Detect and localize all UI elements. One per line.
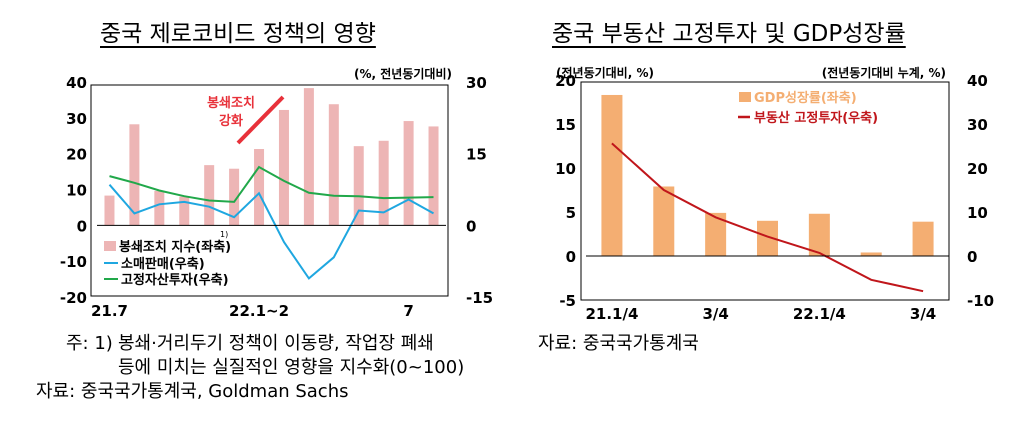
- right-bar-0-6: [912, 221, 934, 256]
- left-bar-0-2: [154, 190, 165, 226]
- left-bar-0-1: [129, 124, 140, 226]
- legend-lockdown-label: 봉쇄조치 지수(좌축): [119, 239, 231, 255]
- right-right-tick: 10: [967, 204, 988, 222]
- left-right-tick: 30: [466, 74, 487, 92]
- left-bar-0-0: [104, 195, 115, 226]
- right-right-unit-label: (전년동기대비 누계, %): [822, 65, 946, 80]
- left-left-tick: 40: [66, 74, 87, 92]
- right-source: 자료: 중국국가통계국: [538, 333, 699, 354]
- left-left-tick: 10: [66, 182, 87, 200]
- left-x-tick: 22.1~2: [229, 302, 289, 320]
- left-right-tick: 0: [466, 217, 476, 235]
- left-left-tick: 20: [66, 146, 87, 164]
- left-footnote-line2: 등에 미치는 실질적인 영향을 지수화(0~100): [118, 357, 465, 378]
- right-left-tick: 10: [555, 160, 576, 178]
- left-bar-0-13: [428, 126, 439, 226]
- right-bar-0-5: [860, 252, 882, 256]
- left-x-tick: 21.7: [91, 302, 128, 320]
- legend-fai-label: 고정자산투자(우축): [121, 272, 229, 288]
- right-left-tick: 5: [566, 204, 576, 222]
- right-right-tick: 0: [967, 248, 977, 266]
- left-bar-0-4: [204, 165, 215, 226]
- right-x-tick: 21.1/4: [585, 305, 638, 323]
- legend-gdp-swatch: [739, 92, 751, 102]
- left-bar-0-11: [378, 140, 389, 226]
- legend-lockdown-name: 봉쇄조치 지수: [119, 239, 195, 255]
- legend-lockdown-swatch: [104, 241, 116, 251]
- left-bar-0-3: [179, 196, 190, 226]
- left-plot-frame: [90, 84, 449, 297]
- right-left-tick: -5: [559, 292, 576, 310]
- right-x-tick: 3/4: [910, 305, 936, 323]
- left-bar-0-10: [353, 146, 364, 226]
- left-x-tick: 7: [403, 302, 413, 320]
- left-unit-label: (%, 전년동기대비): [354, 66, 452, 81]
- left-bar-0-5: [229, 168, 240, 226]
- right-bar-0-0: [601, 94, 623, 257]
- lockdown-annotation-line2: 강화: [219, 113, 243, 129]
- left-right-tick: 15: [466, 146, 487, 164]
- legend-retail-label: 소매판매(우축): [121, 256, 205, 272]
- left-left-tick: 0: [77, 217, 87, 235]
- right-chart: (전년동기대비, %) (전년동기대비 누계, %) 20 15 10 5 0 -5 40 3…: [555, 65, 994, 323]
- right-right-tick: 40: [967, 72, 988, 90]
- lockdown-annotation-line1: 봉쇄조치: [207, 95, 255, 111]
- left-bar-0-9: [328, 104, 339, 226]
- right-left-unit-label: (전년동기대비, %): [556, 65, 654, 80]
- right-left-tick: 15: [555, 116, 576, 134]
- left-bar-0-12: [403, 121, 414, 226]
- legend-lockdown-superscript: 1): [220, 230, 228, 239]
- legend-gdp-label: GDP성장률(좌축): [754, 90, 857, 106]
- right-line-1: [611, 142, 924, 293]
- left-footnote-marker: 주: 1): [66, 333, 113, 354]
- left-bar-0-6: [254, 149, 265, 226]
- right-left-tick: 20: [555, 72, 576, 90]
- legend-property-label: 부동산 고정투자(우축): [754, 110, 878, 126]
- left-source: 자료: 중국국가통계국, Goldman Sachs: [36, 381, 349, 402]
- right-x-tick: 3/4: [702, 305, 728, 323]
- left-line-1: [108, 184, 434, 280]
- left-bar-0-8: [303, 88, 314, 226]
- left-line-2: [109, 165, 434, 203]
- legend-lockdown-axis: (좌축): [195, 239, 231, 255]
- right-right-tick: -10: [967, 292, 994, 310]
- right-left-tick: 0: [566, 248, 576, 266]
- right-bar-0-1: [653, 186, 675, 256]
- left-left-tick: -20: [60, 289, 87, 307]
- right-plot-frame: [580, 81, 950, 301]
- right-bar-0-4: [808, 213, 830, 256]
- right-right-tick: 30: [967, 116, 988, 134]
- lockdown-annotation-arrow: [236, 95, 285, 145]
- right-bar-0-2: [705, 212, 727, 256]
- right-x-tick: 22.1/4: [793, 305, 846, 323]
- left-left-tick: 30: [66, 110, 87, 128]
- right-chart-title: 중국 부동산 고정투자 및 GDP성장률: [552, 21, 906, 47]
- left-chart: (%, 전년동기대비) 40 30 20 10 0 -10 -20 30 15 0 -15 21.7 2…: [60, 66, 493, 320]
- right-right-tick: 20: [967, 160, 988, 178]
- left-chart-title: 중국 제로코비드 정책의 영향: [100, 21, 376, 47]
- right-bar-0-3: [757, 220, 778, 256]
- left-bar-0-7: [278, 109, 289, 226]
- left-footnote-line1: 봉쇄·거리두기 정책이 이동량, 작업장 폐쇄: [118, 333, 434, 354]
- left-left-tick: -10: [60, 253, 87, 271]
- left-right-tick: -15: [466, 289, 493, 307]
